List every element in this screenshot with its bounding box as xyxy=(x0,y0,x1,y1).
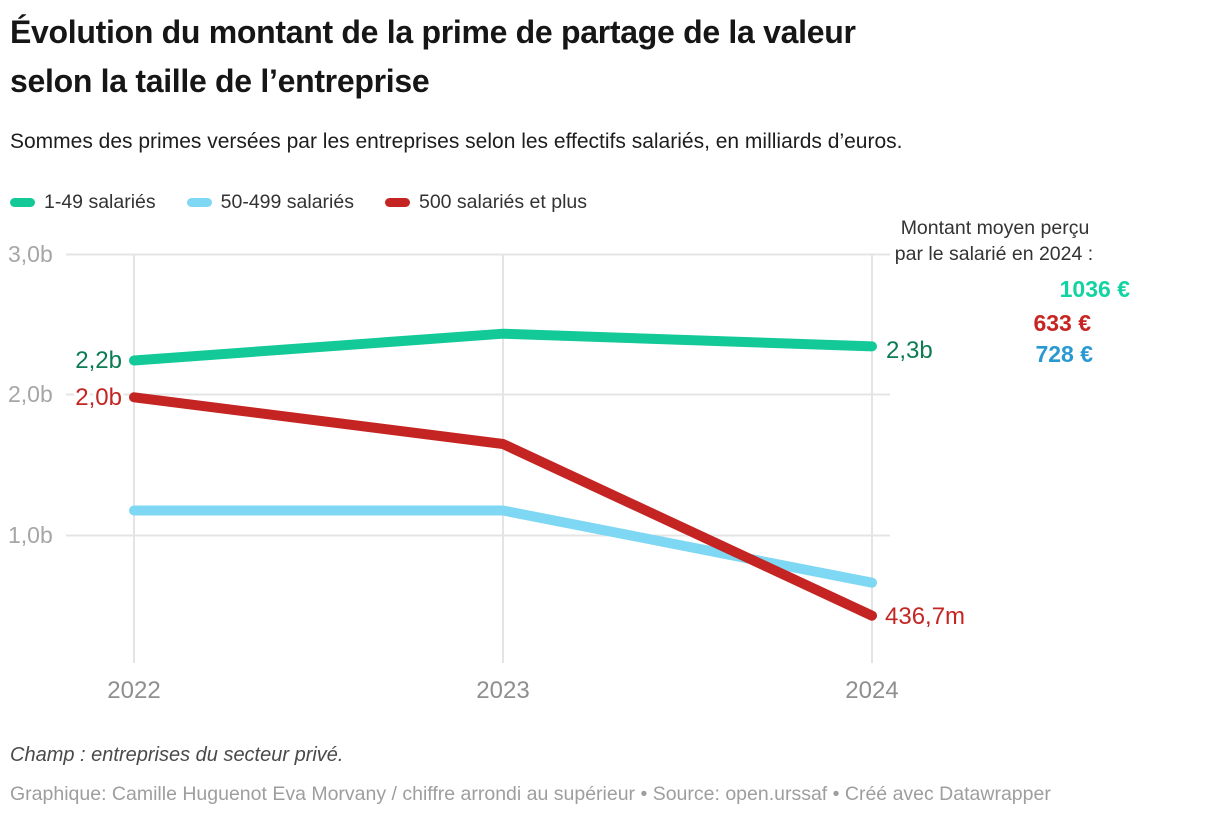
legend-label-500-plus: 500 salariés et plus xyxy=(418,191,588,213)
legend-label-1-49: 1-49 salariés xyxy=(44,191,156,213)
value-label-end-500-plus: 436,7m xyxy=(885,603,965,630)
value-label-start-1-49: 2,2b xyxy=(75,347,122,374)
x-tick-2023: 2023 xyxy=(476,677,529,704)
footer-note: Champ : entreprises du secteur privé. xyxy=(10,744,344,766)
y-tick-2b: 2,0b xyxy=(8,381,53,407)
x-tick-2024: 2024 xyxy=(845,677,898,704)
annotation-title-line2: par le salarié en 2024 : xyxy=(895,243,1093,265)
legend: 1-49 salariés 50-499 salariés 500 salari… xyxy=(10,191,587,214)
legend-item-1-49: 1-49 salariés xyxy=(10,191,156,214)
page-subtitle: Sommes des primes versées par les entrep… xyxy=(10,130,903,153)
annotation-value-50-499: 728 € xyxy=(1035,341,1093,367)
page-title-line1: Évolution du montant de la prime de part… xyxy=(10,14,856,50)
value-label-start-500-plus: 2,0b xyxy=(75,384,122,411)
legend-item-50-499: 50-499 salariés xyxy=(186,191,354,214)
y-tick-3b: 3,0b xyxy=(8,241,53,267)
legend-swatch-1-49 xyxy=(10,198,35,207)
page-title: Évolution du montant de la prime de part… xyxy=(10,8,1180,106)
legend-swatch-500-plus xyxy=(384,198,410,207)
legend-label-50-499: 50-499 salariés xyxy=(220,191,354,213)
x-tick-2022: 2022 xyxy=(107,677,160,704)
page-title-line2: selon la taille de l’entreprise xyxy=(10,63,430,99)
legend-item-500-plus: 500 salariés et plus xyxy=(384,191,588,214)
footer-credits: Graphique: Camille Huguenot Eva Morvany … xyxy=(10,783,1051,805)
y-tick-1b: 1,0b xyxy=(8,522,53,548)
annotation-value-500-plus: 633 € xyxy=(1033,310,1091,336)
annotation-value-1-49: 1036 € xyxy=(1060,276,1131,302)
value-label-end-1-49: 2,3b xyxy=(886,337,933,364)
line-500-plus-salaries xyxy=(129,392,877,621)
line-1-49-salaries xyxy=(129,328,877,366)
annotation-title-line1: Montant moyen perçu xyxy=(901,217,1090,239)
legend-swatch-50-499 xyxy=(186,198,212,207)
